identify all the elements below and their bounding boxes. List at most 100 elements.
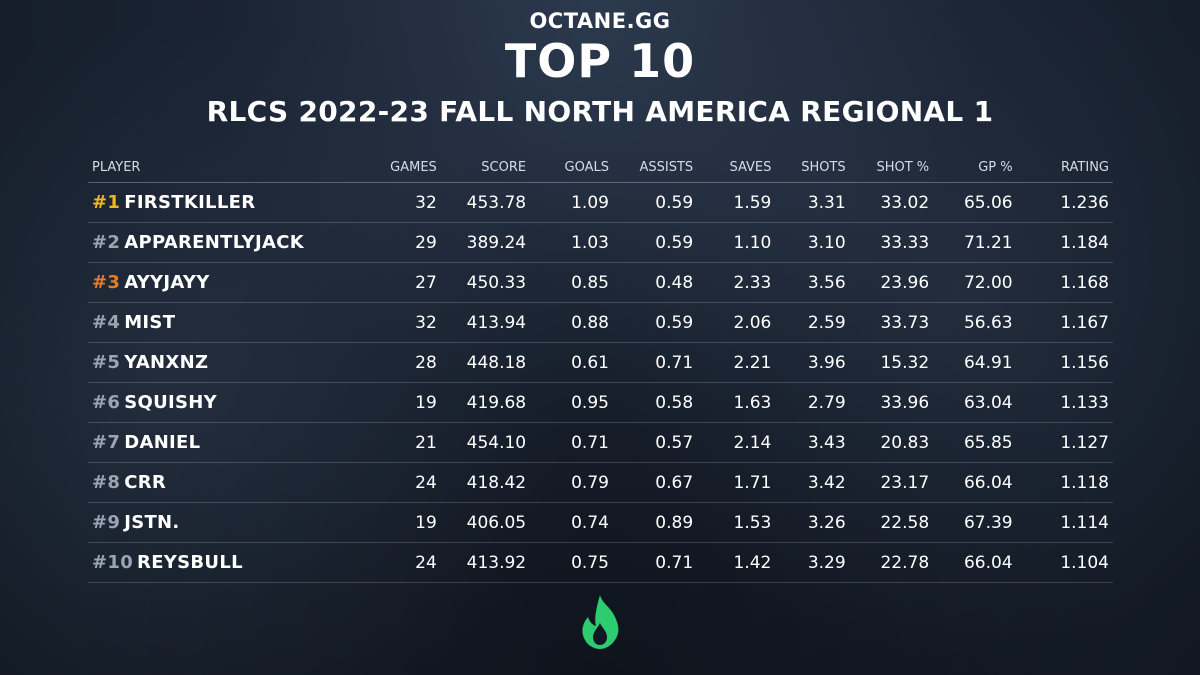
cell-assists: 0.71 — [612, 342, 698, 383]
cell-rating: 1.168 — [1016, 262, 1113, 303]
table-header-row: PLAYER GAMES SCORE GOALS ASSISTS SAVES S… — [88, 152, 1113, 183]
rank-label: #5 — [92, 352, 121, 373]
cell-goals: 0.95 — [530, 382, 613, 423]
cell-games: 24 — [374, 542, 441, 583]
cell-assists: 0.59 — [612, 222, 698, 263]
column-header-gp-pct: GP % — [933, 152, 1017, 183]
player-cell: #1 FIRSTKILLER — [88, 182, 375, 223]
cell-score: 450.33 — [440, 262, 531, 303]
cell-shots: 3.42 — [775, 462, 850, 503]
rank-label: #1 — [92, 192, 121, 213]
rank-label: #2 — [92, 232, 121, 253]
cell-shot-pct: 15.32 — [849, 342, 934, 383]
page-subtitle: RLCS 2022-23 FALL NORTH AMERICA REGIONAL… — [206, 95, 994, 128]
cell-games: 32 — [374, 302, 441, 343]
cell-assists: 0.57 — [612, 422, 698, 463]
rank-label: #10 — [92, 552, 134, 573]
table-row: #6 SQUISHY 19 419.68 0.95 0.58 1.63 2.79 33.96 63… — [88, 382, 1113, 423]
cell-shot-pct: 23.96 — [849, 262, 934, 303]
cell-saves: 1.42 — [697, 542, 776, 583]
column-header-shot-pct: SHOT % — [849, 152, 934, 183]
cell-gp-pct: 64.91 — [933, 342, 1017, 383]
player-name: SQUISHY — [124, 392, 217, 413]
cell-games: 28 — [374, 342, 441, 383]
column-header-games: GAMES — [374, 152, 441, 183]
cell-score: 389.24 — [440, 222, 531, 263]
cell-assists: 0.67 — [612, 462, 698, 503]
cell-score: 453.78 — [440, 182, 531, 223]
cell-shots: 3.29 — [775, 542, 850, 583]
cell-gp-pct: 65.06 — [933, 182, 1017, 223]
cell-saves: 1.10 — [697, 222, 776, 263]
rank-label: #4 — [92, 312, 121, 333]
cell-saves: 2.21 — [697, 342, 776, 383]
cell-score: 448.18 — [440, 342, 531, 383]
cell-score: 454.10 — [440, 422, 531, 463]
rank-label: #9 — [92, 512, 121, 533]
cell-gp-pct: 72.00 — [933, 262, 1017, 303]
cell-gp-pct: 56.63 — [933, 302, 1017, 343]
cell-games: 32 — [374, 182, 441, 223]
rank-label: #8 — [92, 472, 121, 493]
cell-shot-pct: 33.96 — [849, 382, 934, 423]
stats-table: PLAYER GAMES SCORE GOALS ASSISTS SAVES S… — [88, 152, 1113, 583]
cell-goals: 1.03 — [530, 222, 613, 263]
cell-shot-pct: 33.02 — [849, 182, 934, 223]
cell-shots: 2.79 — [775, 382, 850, 423]
cell-score: 413.94 — [440, 302, 531, 343]
cell-games: 29 — [374, 222, 441, 263]
cell-rating: 1.236 — [1016, 182, 1113, 223]
cell-score: 418.42 — [440, 462, 531, 503]
cell-goals: 0.79 — [530, 462, 613, 503]
cell-shots: 3.56 — [775, 262, 850, 303]
player-name: APPARENTLYJACK — [124, 232, 304, 253]
cell-games: 21 — [374, 422, 441, 463]
table-row: #7 DANIEL 21 454.10 0.71 0.57 2.14 3.43 20.83 65.… — [88, 422, 1113, 463]
cell-score: 419.68 — [440, 382, 531, 423]
cell-gp-pct: 71.21 — [933, 222, 1017, 263]
cell-gp-pct: 67.39 — [933, 502, 1017, 543]
cell-rating: 1.167 — [1016, 302, 1113, 343]
cell-shot-pct: 23.17 — [849, 462, 934, 503]
column-header-assists: ASSISTS — [612, 152, 698, 183]
cell-saves: 2.33 — [697, 262, 776, 303]
cell-shots: 3.96 — [775, 342, 850, 383]
player-cell: #5 YANXNZ — [88, 342, 375, 383]
player-name: MIST — [124, 312, 176, 333]
column-header-goals: GOALS — [530, 152, 613, 183]
cell-goals: 1.09 — [530, 182, 613, 223]
cell-shot-pct: 20.83 — [849, 422, 934, 463]
player-name: YANXNZ — [124, 352, 209, 373]
cell-shot-pct: 22.78 — [849, 542, 934, 583]
player-name: CRR — [124, 472, 167, 493]
cell-assists: 0.89 — [612, 502, 698, 543]
table-row: #4 MIST 32 413.94 0.88 0.59 2.06 2.59 33.73 56.63… — [88, 302, 1113, 343]
player-cell: #7 DANIEL — [88, 422, 375, 463]
cell-assists: 0.48 — [612, 262, 698, 303]
cell-goals: 0.88 — [530, 302, 613, 343]
page-title: TOP 10 — [504, 34, 696, 88]
flame-icon — [582, 595, 619, 649]
cell-saves: 2.06 — [697, 302, 776, 343]
cell-score: 406.05 — [440, 502, 531, 543]
cell-rating: 1.133 — [1016, 382, 1113, 423]
player-name: AYYJAYY — [124, 272, 210, 293]
column-header-score: SCORE — [440, 152, 531, 183]
player-name: FIRSTKILLER — [124, 192, 256, 213]
cell-saves: 1.53 — [697, 502, 776, 543]
column-header-shots: SHOTS — [775, 152, 850, 183]
cell-games: 27 — [374, 262, 441, 303]
cell-assists: 0.59 — [612, 302, 698, 343]
cell-gp-pct: 66.04 — [933, 542, 1017, 583]
cell-games: 24 — [374, 462, 441, 503]
player-cell: #6 SQUISHY — [88, 382, 375, 423]
player-cell: #2 APPARENTLYJACK — [88, 222, 375, 263]
table-row: #9 JSTN. 19 406.05 0.74 0.89 1.53 3.26 22.58 67.3… — [88, 502, 1113, 543]
player-cell: #4 MIST — [88, 302, 375, 343]
cell-saves: 1.63 — [697, 382, 776, 423]
cell-games: 19 — [374, 502, 441, 543]
cell-goals: 0.85 — [530, 262, 613, 303]
cell-shots: 3.31 — [775, 182, 850, 223]
table-row: #2 APPARENTLYJACK 29 389.24 1.03 0.59 1.10 3.10… — [88, 222, 1113, 263]
cell-goals: 0.71 — [530, 422, 613, 463]
